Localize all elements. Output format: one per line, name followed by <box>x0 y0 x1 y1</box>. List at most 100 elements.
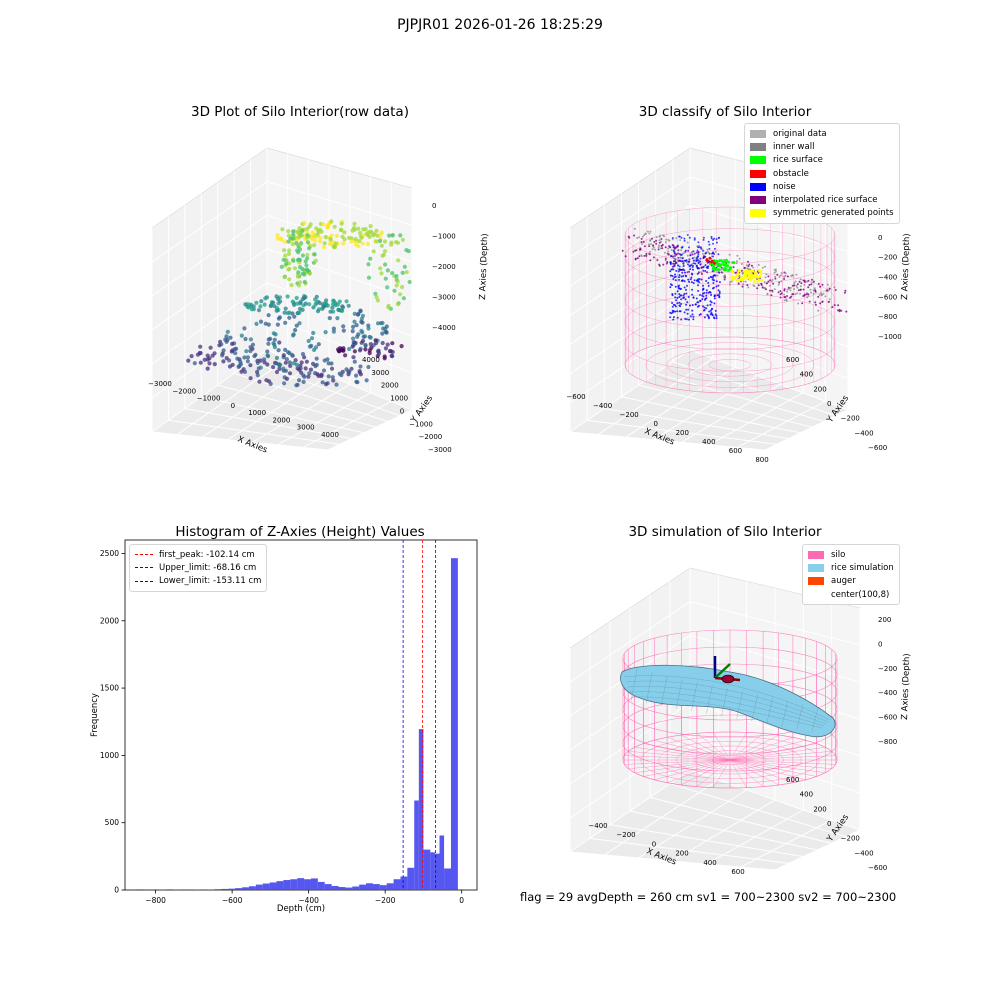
x-tick-label: 600 <box>731 868 744 876</box>
classify-point <box>642 241 645 243</box>
classify-point <box>661 247 664 250</box>
classify-point <box>783 278 786 280</box>
classify-point <box>715 314 718 317</box>
raw-scatter-point <box>236 364 241 369</box>
raw-scatter-point <box>220 353 225 358</box>
raw-scatter-point <box>321 368 327 373</box>
classify-point <box>698 313 701 316</box>
classify-point <box>710 311 713 314</box>
raw-scatter-point <box>389 240 394 245</box>
raw-scatter-point <box>243 336 248 342</box>
legend-swatch <box>750 182 766 191</box>
classify-point <box>794 293 797 296</box>
raw-scatter-point <box>252 354 257 359</box>
classify-point <box>740 263 743 265</box>
classify-point <box>756 287 759 290</box>
classify-point <box>819 285 822 288</box>
classify-point <box>705 289 708 292</box>
classify-point <box>709 309 712 312</box>
classify-point <box>779 293 782 296</box>
classify-point <box>697 253 700 256</box>
raw-scatter-point <box>265 353 270 358</box>
classify-point <box>714 250 717 253</box>
raw-scatter-point <box>364 378 369 383</box>
classify-point <box>686 284 688 287</box>
histogram-bar <box>418 729 424 890</box>
classify-point <box>678 304 681 307</box>
raw-scatter-point <box>335 316 340 321</box>
raw-scatter-point <box>331 326 336 331</box>
classify-point <box>795 273 798 276</box>
classify-point <box>714 313 717 316</box>
raw-scatter-point <box>293 358 298 363</box>
raw-scatter-point <box>341 348 346 353</box>
classify-point <box>690 276 693 279</box>
classify-point <box>674 262 677 264</box>
raw-scatter-point <box>284 357 289 362</box>
classify-point <box>701 298 704 301</box>
raw-scatter-point <box>331 329 336 334</box>
classify-point <box>712 282 715 284</box>
raw-scatter-point <box>356 244 361 249</box>
histogram-bar <box>136 889 144 890</box>
raw-scatter-point <box>297 280 303 285</box>
raw-scatter-point <box>309 336 315 341</box>
classify-point <box>710 294 713 296</box>
raw-scatter-point <box>341 241 346 246</box>
classify-point <box>826 289 829 292</box>
classify-point <box>771 289 773 292</box>
classify-point <box>763 281 766 283</box>
classify-point <box>692 282 695 285</box>
classify-point <box>695 264 698 267</box>
classify-point <box>683 286 686 289</box>
classify-point <box>682 294 685 297</box>
classify-point <box>809 288 812 291</box>
raw-scatter-point <box>227 364 233 369</box>
classify-point <box>713 295 716 298</box>
classify-point <box>793 288 795 290</box>
classify-point <box>818 293 821 296</box>
raw-scatter-point <box>383 346 388 351</box>
simulation-rice-surface <box>620 664 836 738</box>
classify-point <box>687 249 690 252</box>
classify-point <box>674 258 677 261</box>
classify-point <box>671 274 674 277</box>
classify-point <box>689 278 692 281</box>
classify-point <box>814 303 817 306</box>
classify-point <box>697 278 700 281</box>
legend-item-lower-limit: Lower_limit: -153.11 cm <box>135 575 261 588</box>
raw-scatter-point <box>297 306 303 311</box>
classify-point <box>779 290 782 293</box>
classify-point <box>677 249 680 252</box>
raw-scatter-point <box>358 364 363 369</box>
x-tick-label: 3000 <box>297 424 315 432</box>
classify-point <box>677 270 680 273</box>
raw-scatter-point <box>233 351 238 356</box>
classify-point <box>710 259 714 263</box>
raw-scatter-point <box>398 292 403 297</box>
classify-point <box>675 269 678 272</box>
classify-point <box>707 316 710 319</box>
classify-point <box>774 275 777 278</box>
raw-scatter-point <box>382 239 388 244</box>
raw-scatter-point <box>350 344 355 349</box>
legend-label: symmetric generated points <box>773 208 894 219</box>
classify-point <box>718 292 721 295</box>
raw-scatter-point <box>385 268 390 273</box>
classify-point <box>680 294 683 297</box>
legend-line <box>135 580 153 582</box>
raw-scatter-point <box>217 343 222 348</box>
classify-point <box>812 289 815 292</box>
classify-point <box>681 279 683 282</box>
classify-point <box>717 237 720 239</box>
classify-point <box>747 286 750 289</box>
classify-point <box>702 284 704 287</box>
classify-point <box>656 259 659 262</box>
raw-scatter-point <box>347 346 352 352</box>
classify-point <box>713 247 716 250</box>
raw-scatter-point <box>351 340 356 345</box>
raw-scatter-point <box>394 283 399 288</box>
classify-point <box>715 241 718 244</box>
classify-point <box>796 286 799 289</box>
legend-swatch <box>808 577 824 586</box>
